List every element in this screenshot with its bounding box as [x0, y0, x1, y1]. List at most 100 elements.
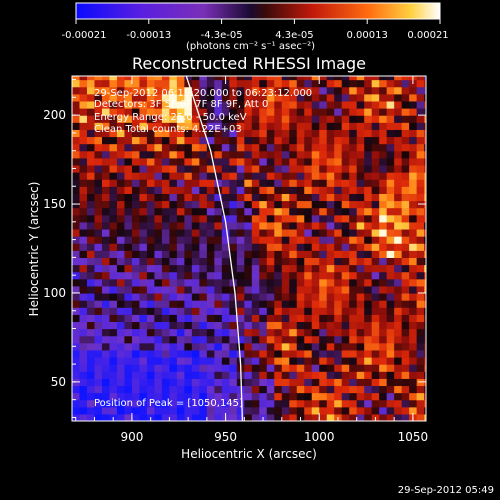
heatmap-cell [124, 406, 133, 415]
heatmap-cell [191, 214, 200, 223]
heatmap-cell [116, 193, 126, 202]
heatmap-cell [184, 150, 193, 159]
heatmap-cell [184, 271, 193, 280]
heatmap-cell [221, 122, 230, 130]
heatmap-cell [72, 143, 81, 152]
heatmap-cell [176, 207, 185, 216]
heatmap-cell [394, 200, 403, 209]
heatmap-cell [266, 79, 275, 88]
heatmap-cell [199, 243, 208, 251]
heatmap-cell [424, 321, 426, 330]
heatmap-cell [326, 385, 335, 394]
heatmap-cell [409, 186, 418, 194]
heatmap-cell [341, 157, 350, 166]
heatmap-cell [72, 321, 81, 330]
heatmap-cell [176, 392, 185, 401]
heatmap-cell [259, 300, 268, 308]
heatmap-cell [251, 186, 260, 194]
heatmap-cell [229, 413, 238, 421]
heatmap-cell [394, 157, 403, 166]
heatmap-cell [341, 86, 350, 95]
heatmap-cell [401, 93, 410, 102]
heatmap-cell [356, 257, 365, 266]
heatmap-cell [229, 356, 238, 365]
heatmap-cell [229, 385, 238, 394]
heatmap-cell [169, 264, 178, 273]
heatmap-cell [401, 150, 410, 159]
heatmap-cell [364, 349, 373, 358]
heatmap-cell [289, 228, 298, 237]
heatmap-cell [296, 342, 305, 351]
y-tick-label: 200 [43, 108, 66, 122]
heatmap-cell [326, 150, 335, 159]
heatmap-cell [334, 278, 343, 287]
heatmap-cell [176, 243, 185, 251]
heatmap-cell [124, 164, 133, 173]
heatmap-cell [79, 143, 88, 152]
heatmap-cell [236, 342, 245, 351]
heatmap-cell [131, 150, 141, 159]
heatmap-cell [146, 236, 156, 244]
heatmap-cell [229, 371, 238, 379]
heatmap-cell [86, 129, 96, 138]
heatmap-cell [214, 243, 223, 251]
heatmap-cell [371, 271, 380, 280]
heatmap-cell [401, 100, 410, 109]
heatmap-cell [416, 321, 425, 330]
heatmap-cell [364, 200, 373, 209]
colorbar-tick-label: -0.00013 [126, 30, 172, 41]
heatmap-cell [206, 93, 215, 102]
heatmap-cell [379, 179, 388, 187]
heatmap-cell [229, 157, 238, 166]
heatmap-cell [289, 271, 298, 280]
heatmap-cell [424, 221, 426, 230]
heatmap-cell [72, 207, 81, 216]
heatmap-cell [206, 328, 215, 337]
heatmap-cell [176, 292, 185, 301]
heatmap-cell [139, 243, 148, 251]
heatmap-cell [304, 122, 313, 130]
heatmap-cell [116, 392, 126, 401]
heatmap-cell [86, 392, 96, 401]
heatmap-cell [221, 164, 230, 173]
heatmap-cell [251, 79, 260, 88]
heatmap-cell [124, 214, 133, 223]
heatmap-cell [139, 278, 148, 287]
heatmap-cell [79, 214, 88, 223]
heatmap-cell [116, 136, 126, 145]
heatmap-cell [371, 164, 380, 173]
heatmap-cell [319, 399, 328, 408]
heatmap-cell [416, 129, 425, 138]
heatmap-cell [139, 335, 148, 344]
heatmap-cell [259, 399, 268, 408]
heatmap-cell [274, 207, 283, 216]
heatmap-cell [199, 76, 208, 81]
heatmap-cell [176, 157, 185, 166]
heatmap-cell [94, 193, 103, 202]
heatmap-cell [251, 406, 260, 415]
heatmap-cell [161, 150, 170, 159]
heatmap-cell [424, 342, 426, 351]
heatmap-cell [199, 79, 208, 88]
heatmap-cell [101, 228, 111, 237]
heatmap-cell [319, 314, 328, 323]
heatmap-cell [124, 413, 133, 421]
heatmap-cell [259, 278, 268, 287]
heatmap-cell [356, 314, 365, 323]
heatmap-cell [289, 172, 298, 180]
heatmap-cell [214, 193, 223, 202]
heatmap-cell [109, 193, 118, 202]
heatmap-cell [364, 108, 373, 116]
heatmap-cell [101, 349, 111, 358]
heatmap-cell [289, 214, 298, 223]
heatmap-cell [79, 364, 88, 372]
heatmap-cell [281, 413, 290, 421]
heatmap-cell [394, 300, 403, 308]
heatmap-cell [259, 257, 268, 266]
heatmap-cell [304, 143, 313, 152]
heatmap-cell [169, 399, 178, 408]
heatmap-cell [139, 86, 148, 95]
heatmap-cell [184, 342, 193, 351]
heatmap-cell [424, 164, 426, 173]
heatmap-cell [364, 335, 373, 344]
